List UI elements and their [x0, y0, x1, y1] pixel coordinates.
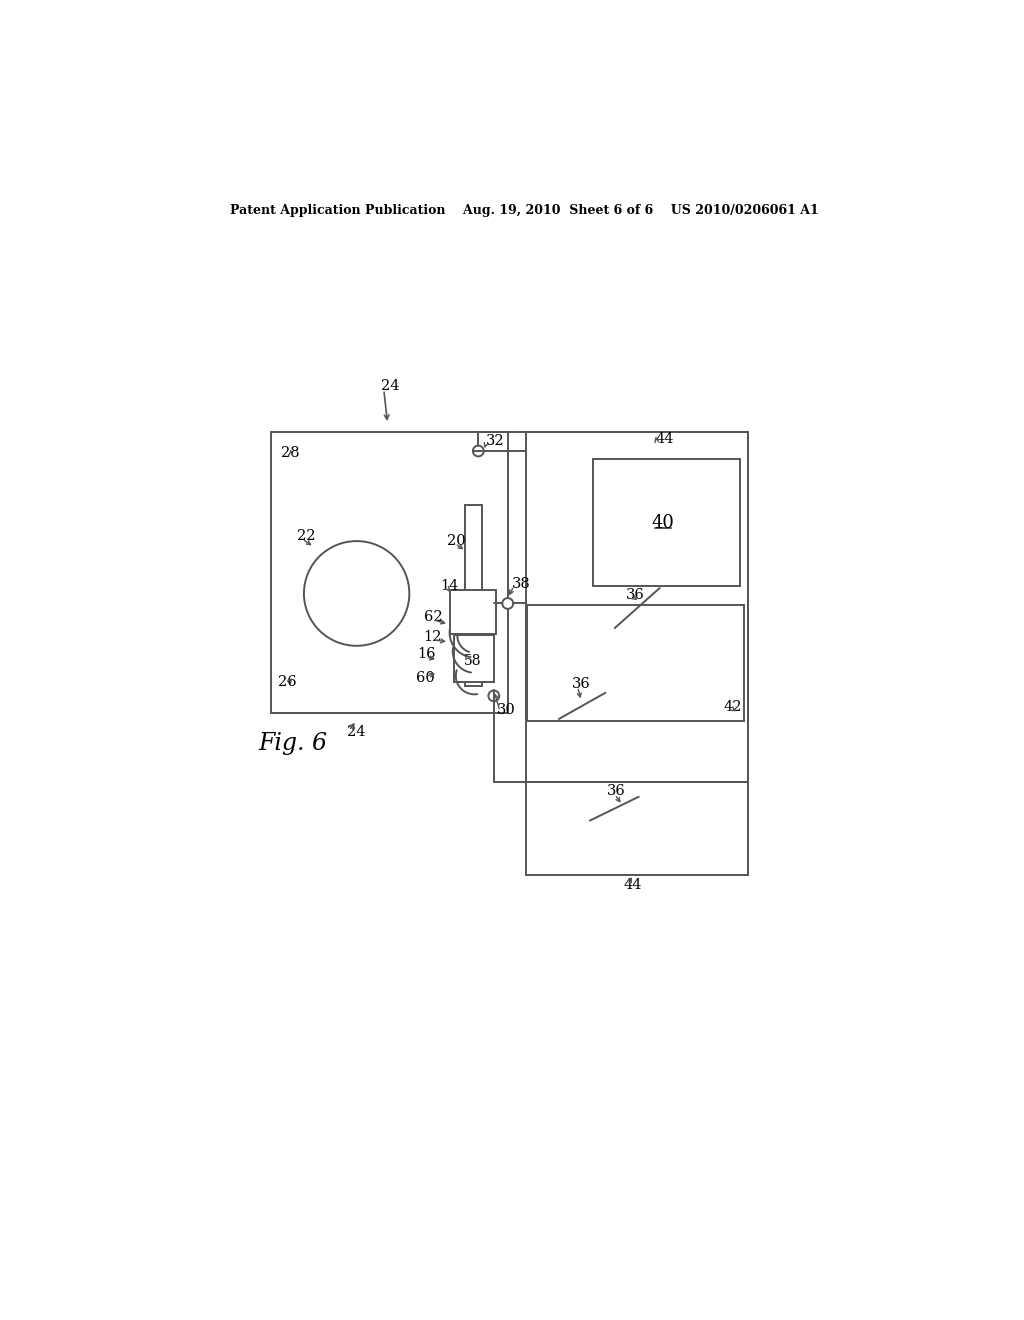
Bar [593, 459, 740, 586]
Text: Patent Application Publication    Aug. 19, 2010  Sheet 6 of 6    US 2010/0206061: Patent Application Publication Aug. 19, … [230, 205, 819, 218]
Bar [525, 432, 748, 781]
Bar [525, 781, 748, 874]
Text: 62: 62 [424, 610, 442, 624]
Bar [450, 590, 496, 635]
Text: 30: 30 [497, 702, 516, 717]
Circle shape [304, 541, 410, 645]
Circle shape [503, 598, 513, 609]
Bar [271, 432, 508, 713]
Text: 24: 24 [346, 725, 365, 739]
Text: 36: 36 [572, 677, 591, 690]
Text: 42: 42 [723, 700, 741, 714]
Text: 20: 20 [447, 535, 466, 548]
Circle shape [488, 690, 500, 701]
Bar [465, 506, 482, 686]
Bar [527, 605, 744, 721]
Text: 38: 38 [512, 577, 530, 591]
Text: 36: 36 [626, 587, 644, 602]
Text: 26: 26 [279, 675, 297, 689]
Text: 22: 22 [297, 529, 315, 543]
Text: 60: 60 [416, 671, 434, 685]
Text: 40: 40 [651, 513, 674, 532]
Text: 28: 28 [282, 446, 300, 461]
Text: 44: 44 [655, 433, 674, 446]
Text: 36: 36 [607, 784, 626, 799]
Text: 14: 14 [440, 578, 459, 593]
Text: 12: 12 [423, 631, 441, 644]
Text: 24: 24 [381, 379, 400, 392]
Text: 32: 32 [486, 434, 505, 447]
Text: 44: 44 [624, 878, 642, 891]
Bar [454, 635, 494, 682]
Text: Fig. 6: Fig. 6 [258, 733, 328, 755]
Text: 58: 58 [464, 655, 481, 668]
Circle shape [473, 446, 483, 457]
Text: 16: 16 [417, 647, 435, 661]
